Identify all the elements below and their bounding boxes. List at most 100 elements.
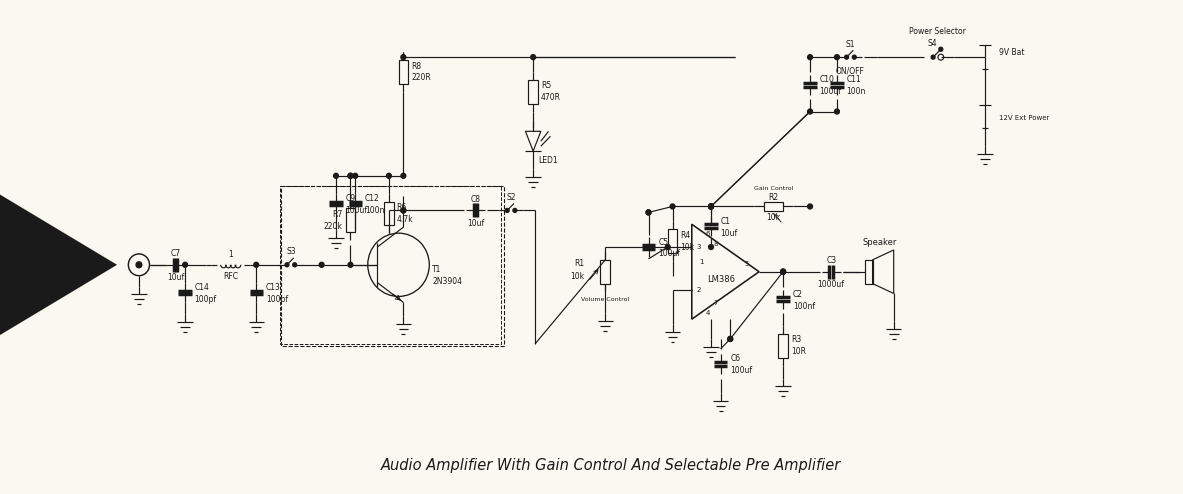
- Bar: [399, 60, 408, 84]
- Bar: [865, 260, 873, 284]
- Circle shape: [401, 208, 406, 213]
- Text: 10uf: 10uf: [167, 273, 185, 282]
- Text: R6: R6: [396, 203, 407, 212]
- Text: R7: R7: [332, 210, 343, 219]
- Text: 12V Ext Power: 12V Ext Power: [1000, 116, 1049, 122]
- Circle shape: [853, 55, 856, 59]
- Circle shape: [505, 208, 509, 212]
- Text: 3: 3: [697, 244, 700, 250]
- Text: R2: R2: [769, 193, 778, 202]
- Circle shape: [531, 55, 536, 60]
- Circle shape: [939, 47, 943, 51]
- Text: C1: C1: [720, 217, 731, 226]
- Text: 100uf: 100uf: [820, 87, 842, 96]
- Bar: [345, 208, 355, 232]
- Text: 10k: 10k: [570, 272, 584, 281]
- Text: C2: C2: [793, 290, 803, 299]
- Circle shape: [254, 262, 259, 267]
- Bar: [778, 334, 788, 358]
- Circle shape: [808, 109, 813, 114]
- Bar: [601, 260, 610, 284]
- Bar: [384, 202, 394, 225]
- Circle shape: [334, 173, 338, 178]
- Bar: [667, 229, 678, 253]
- Text: 470R: 470R: [541, 93, 561, 102]
- Text: 100pf: 100pf: [266, 295, 287, 304]
- Circle shape: [781, 269, 786, 274]
- Text: Volume Control: Volume Control: [581, 297, 629, 302]
- Circle shape: [348, 173, 353, 178]
- Circle shape: [781, 269, 786, 274]
- Text: C7: C7: [170, 249, 181, 258]
- Text: Signal: Signal: [65, 260, 92, 269]
- Text: 100pf: 100pf: [195, 295, 216, 304]
- Text: 7: 7: [713, 300, 718, 306]
- Text: 100uf: 100uf: [730, 366, 752, 375]
- Text: C14: C14: [195, 283, 209, 292]
- Text: 4: 4: [706, 310, 710, 316]
- Text: 100n: 100n: [364, 206, 384, 215]
- Text: Gain Control: Gain Control: [754, 186, 793, 191]
- Text: C8: C8: [471, 195, 480, 204]
- Circle shape: [728, 336, 732, 341]
- Text: S4: S4: [927, 39, 937, 48]
- Text: C12: C12: [364, 194, 380, 203]
- Text: 10R: 10R: [790, 347, 806, 356]
- Text: R4: R4: [680, 231, 691, 240]
- Circle shape: [387, 173, 392, 178]
- Text: C5: C5: [658, 238, 668, 247]
- Bar: [280, 186, 502, 344]
- Circle shape: [781, 269, 786, 274]
- Circle shape: [401, 55, 406, 60]
- Circle shape: [401, 208, 406, 213]
- Text: R5: R5: [541, 82, 551, 90]
- Circle shape: [808, 204, 813, 209]
- Circle shape: [845, 55, 848, 59]
- Text: 4.7k: 4.7k: [396, 215, 413, 224]
- Text: 10k: 10k: [680, 243, 694, 251]
- Text: S1: S1: [846, 40, 855, 49]
- Circle shape: [709, 204, 713, 209]
- Text: R1: R1: [574, 259, 584, 268]
- Text: 8: 8: [713, 241, 718, 247]
- Text: 1: 1: [699, 259, 704, 265]
- Text: 220k: 220k: [324, 222, 343, 231]
- Circle shape: [285, 263, 289, 267]
- Text: 100uf: 100uf: [658, 249, 680, 258]
- Text: C11: C11: [847, 76, 861, 84]
- Text: C10: C10: [820, 76, 834, 84]
- Circle shape: [808, 55, 813, 60]
- Text: 9V Bat: 9V Bat: [1000, 48, 1024, 57]
- Text: T1: T1: [432, 265, 441, 274]
- Circle shape: [665, 245, 670, 249]
- Text: Audio Amplifier With Gain Control And Selectable Pre Amplifier: Audio Amplifier With Gain Control And Se…: [381, 458, 841, 473]
- Text: 10uf: 10uf: [720, 229, 738, 238]
- Circle shape: [136, 262, 142, 268]
- Circle shape: [709, 204, 713, 209]
- Text: C13: C13: [266, 283, 280, 292]
- Text: 1000uf: 1000uf: [817, 280, 845, 289]
- Circle shape: [709, 204, 713, 209]
- Bar: [764, 202, 783, 211]
- Text: Speaker: Speaker: [862, 238, 897, 247]
- Circle shape: [646, 210, 651, 215]
- Circle shape: [348, 173, 353, 178]
- Text: C9: C9: [345, 194, 356, 203]
- Text: R3: R3: [790, 335, 801, 344]
- Circle shape: [348, 262, 353, 267]
- Text: 5: 5: [744, 261, 749, 267]
- Text: LED1: LED1: [538, 157, 557, 165]
- Circle shape: [728, 336, 732, 341]
- Circle shape: [319, 262, 324, 267]
- Circle shape: [646, 210, 651, 215]
- Text: RFC: RFC: [222, 272, 238, 281]
- Text: ON/OFF: ON/OFF: [836, 67, 865, 76]
- Text: Power Selector: Power Selector: [909, 27, 965, 36]
- Text: 10k: 10k: [767, 213, 781, 222]
- Text: S2: S2: [506, 193, 516, 202]
- Circle shape: [182, 262, 187, 267]
- Text: C6: C6: [730, 354, 741, 363]
- Circle shape: [931, 55, 935, 59]
- Circle shape: [709, 245, 713, 249]
- Text: C3: C3: [826, 256, 836, 265]
